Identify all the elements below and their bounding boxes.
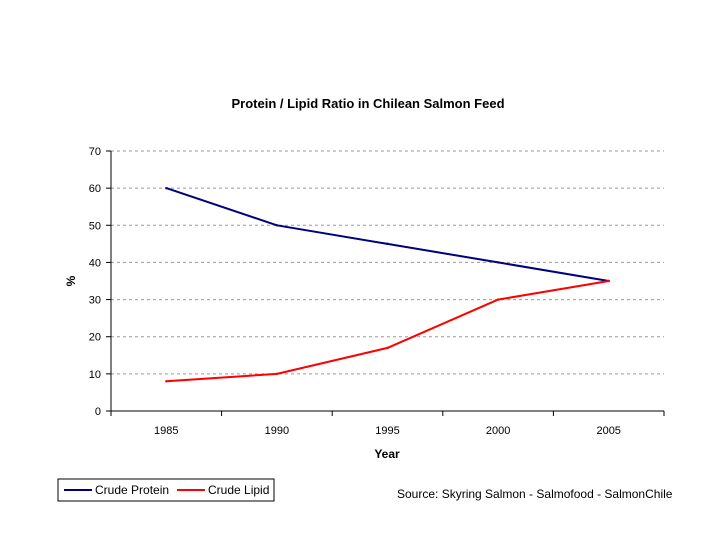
legend-label-protein: Crude Protein [95,483,169,497]
x-tick-label: 1995 [375,425,399,437]
x-tick-label: 2000 [486,425,510,437]
x-tick-label: 1990 [265,425,289,437]
data-point-crude-protein [165,186,168,190]
series-line-crude-lipid [166,280,609,383]
x-ticks: 1985 1990 1995 2000 2005 [110,411,665,437]
legend: Crude Protein Crude Lipid [57,478,275,502]
data-point-crude-lipid [165,380,168,383]
y-tick-label: 70 [89,146,101,158]
x-tick-label: 1985 [154,425,178,437]
y-tick-label: 30 [89,295,101,307]
data-point-crude-protein [386,242,389,246]
y-tick-label: 50 [89,220,101,232]
data-point-crude-lipid [496,298,500,301]
series-line-crude-protein [165,187,609,282]
y-tick-label: 0 [95,406,101,418]
source-note: Source: Skyring Salmon - Salmofood - Sal… [397,487,673,501]
legend-box [57,478,275,502]
y-axis-label: % [64,275,78,286]
y-tick-label: 40 [89,257,101,269]
chart-title: Protein / Lipid Ratio in Chilean Salmon … [231,96,504,111]
grid [111,150,664,375]
y-tick-label: 60 [89,183,101,195]
data-point-crude-lipid [275,372,279,376]
data-point-crude-protein [496,261,500,264]
data-point-crude-lipid [607,279,610,283]
y-tick-label: 10 [89,369,101,381]
x-tick-label: 2005 [596,425,620,437]
data-point-crude-protein [275,224,279,227]
y-ticks: 0 10 20 30 40 50 60 70 [89,146,111,418]
legend-label-lipid: Crude Lipid [208,483,269,497]
x-axis-label: Year [374,447,400,461]
series [165,186,610,383]
data-point-crude-lipid [386,346,389,350]
y-tick-label: 20 [89,332,101,344]
